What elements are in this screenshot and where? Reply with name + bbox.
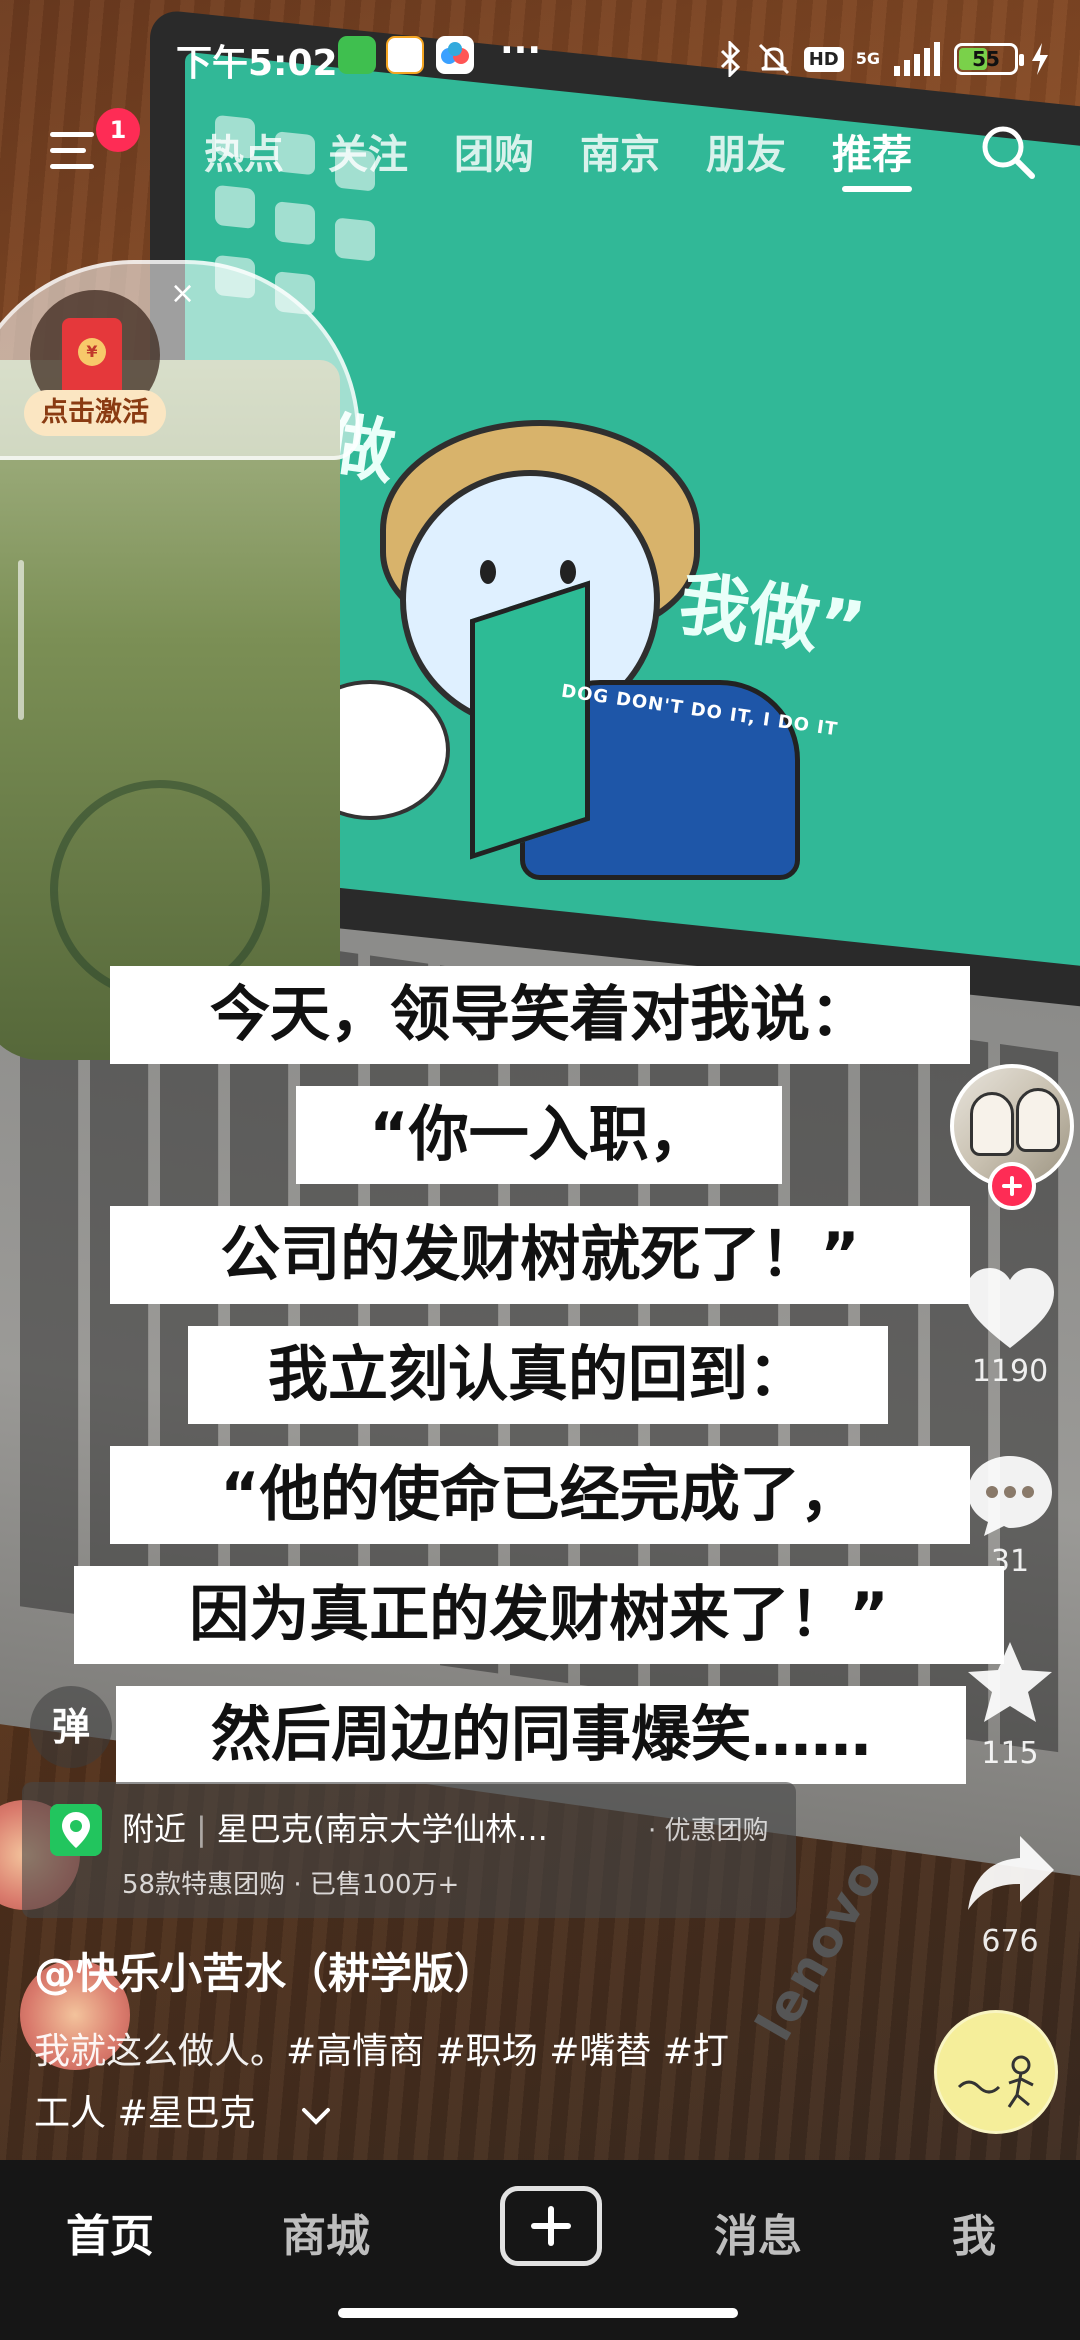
tab-recommend[interactable]: 推荐	[832, 132, 912, 178]
favorite-count: 115	[981, 1736, 1039, 1771]
poi-card[interactable]: 附近 | 星巴克(南京大学仙林... · 优惠团购 58款特惠团购 · 已售100万…	[22, 1782, 796, 1918]
status-right-icons: HD 5G 55	[718, 34, 1050, 84]
music-disc-doodle-icon	[957, 2055, 1034, 2108]
baidu-netdisk-icon	[436, 36, 474, 74]
poi-title: 附近 | 星巴克(南京大学仙林...	[122, 1804, 548, 1850]
bottom-tab-messages[interactable]: 消息	[714, 2211, 802, 2262]
status-time: 下午5:02	[176, 43, 338, 84]
poi-separator: |	[196, 1810, 207, 1848]
top-tab-bar: 1 热点 关注 团购 南京 朋友 推荐	[0, 108, 1080, 198]
red-packet-widget[interactable]: ¥ 点击激活 ×	[20, 276, 195, 440]
danmaku-toggle-button[interactable]: 弹	[30, 1686, 112, 1768]
poi-subtitle: 58款特惠团购 · 已售100万+	[122, 1864, 459, 1901]
caption-line: 今天，领导笑着对我说：	[110, 966, 970, 1064]
create-post-button[interactable]	[500, 2186, 602, 2266]
tab-hot[interactable]: 热点	[204, 132, 284, 178]
tab-group-buy[interactable]: 团购	[454, 132, 534, 178]
avatar-figure	[970, 1092, 1014, 1156]
caption-line: 公司的发财树就死了！”	[110, 1206, 970, 1304]
mascot-laptop	[470, 580, 590, 860]
network-type: 5G	[855, 49, 880, 68]
poi-nearby-tag: 附近	[122, 1810, 187, 1848]
avatar-figure	[1016, 1088, 1060, 1152]
hd-voice-badge: HD	[803, 46, 844, 72]
tab-nanjing[interactable]: 南京	[580, 132, 660, 178]
search-icon[interactable]	[978, 122, 1038, 182]
description-line: 工人 #星巴克	[34, 2084, 834, 2136]
description-hashtags[interactable]: #高情商 #职场 #嘴替 #打	[286, 2031, 730, 2072]
battery-cap	[1019, 54, 1024, 66]
poi-store-name: 星巴克(南京大学仙林...	[216, 1810, 548, 1848]
status-bar: 下午5:02 ··· HD 5G 55	[0, 26, 1080, 96]
video-player[interactable]: “狗不做 我做” DOG DON'T DO IT, I DO IT lenovo	[0, 0, 1080, 2160]
share-count: 676	[981, 1924, 1039, 1959]
home-indicator[interactable]	[338, 2308, 738, 2318]
like-count: 1190	[971, 1354, 1049, 1389]
comment-icon[interactable]	[962, 1450, 1058, 1540]
bottom-tab-mall[interactable]: 商城	[282, 2211, 370, 2262]
mute-bell-icon	[758, 43, 789, 75]
bottom-nav-bar: 首页 商城 消息 我	[0, 2160, 1080, 2340]
comment-count: 31	[990, 1544, 1030, 1579]
like-heart-icon[interactable]	[962, 1264, 1058, 1354]
coin-icon: ¥	[78, 338, 106, 366]
caption-line: 因为真正的发财树来了！”	[74, 1566, 1004, 1664]
author-name[interactable]: @快乐小苦水（耕学版）	[34, 1949, 497, 1998]
red-packet-activate-label[interactable]: 点击激活	[24, 390, 166, 436]
caption-line: “他的使命已经完成了，	[110, 1446, 970, 1544]
poi-deal-label: · 优惠团购	[648, 1816, 769, 1846]
location-pin-icon	[50, 1804, 102, 1856]
menu-notification-badge: 1	[96, 108, 140, 152]
battery-icon: 55	[954, 43, 1024, 75]
description-text: 我就这么做人。	[34, 2031, 287, 2072]
share-arrow-icon[interactable]	[962, 1830, 1058, 1920]
caption-line: “你一入职，	[296, 1086, 782, 1184]
caption-line: 我立刻认真的回到：	[188, 1326, 888, 1424]
signal-icon	[894, 42, 940, 76]
music-disc[interactable]	[934, 2010, 1058, 2134]
poi-sold-count: · 已售100万+	[293, 1870, 460, 1900]
mascot-eye-left	[480, 560, 496, 584]
tab-following[interactable]: 关注	[328, 132, 408, 178]
bluetooth-icon	[720, 41, 740, 77]
charging-icon	[1032, 43, 1048, 75]
side-menu-button[interactable]	[50, 128, 100, 174]
follow-button[interactable]	[988, 1162, 1036, 1210]
status-more-icon: ···	[500, 30, 542, 71]
tab-friends[interactable]: 朋友	[706, 132, 786, 178]
action-rail: 1190 31 115 676	[940, 1050, 1080, 2000]
active-tab-indicator	[842, 186, 912, 192]
expand-chevron-icon[interactable]	[300, 2104, 332, 2128]
battery-percent: 55	[972, 47, 1000, 71]
caption-line: 然后周边的同事爆笑……	[116, 1686, 966, 1784]
mascot-eye-right	[560, 560, 576, 584]
58-app-icon	[386, 36, 424, 74]
battery-level-fill	[959, 48, 987, 70]
pastry	[20, 1960, 130, 2070]
bottom-tab-me[interactable]: 我	[952, 2211, 996, 2262]
description-line: 我就这么做人。#高情商 #职场 #嘴替 #打	[34, 2022, 834, 2074]
description-hashtags[interactable]: 工人 #星巴克	[34, 2093, 256, 2134]
edge-handle	[18, 560, 24, 720]
bottom-tab-home[interactable]: 首页	[66, 2211, 154, 2262]
poi-deal-count: 58款特惠团购	[122, 1870, 286, 1900]
red-packet-close-icon[interactable]: ×	[170, 276, 196, 311]
favorite-star-icon[interactable]	[962, 1638, 1058, 1728]
wechat-icon	[338, 36, 376, 74]
